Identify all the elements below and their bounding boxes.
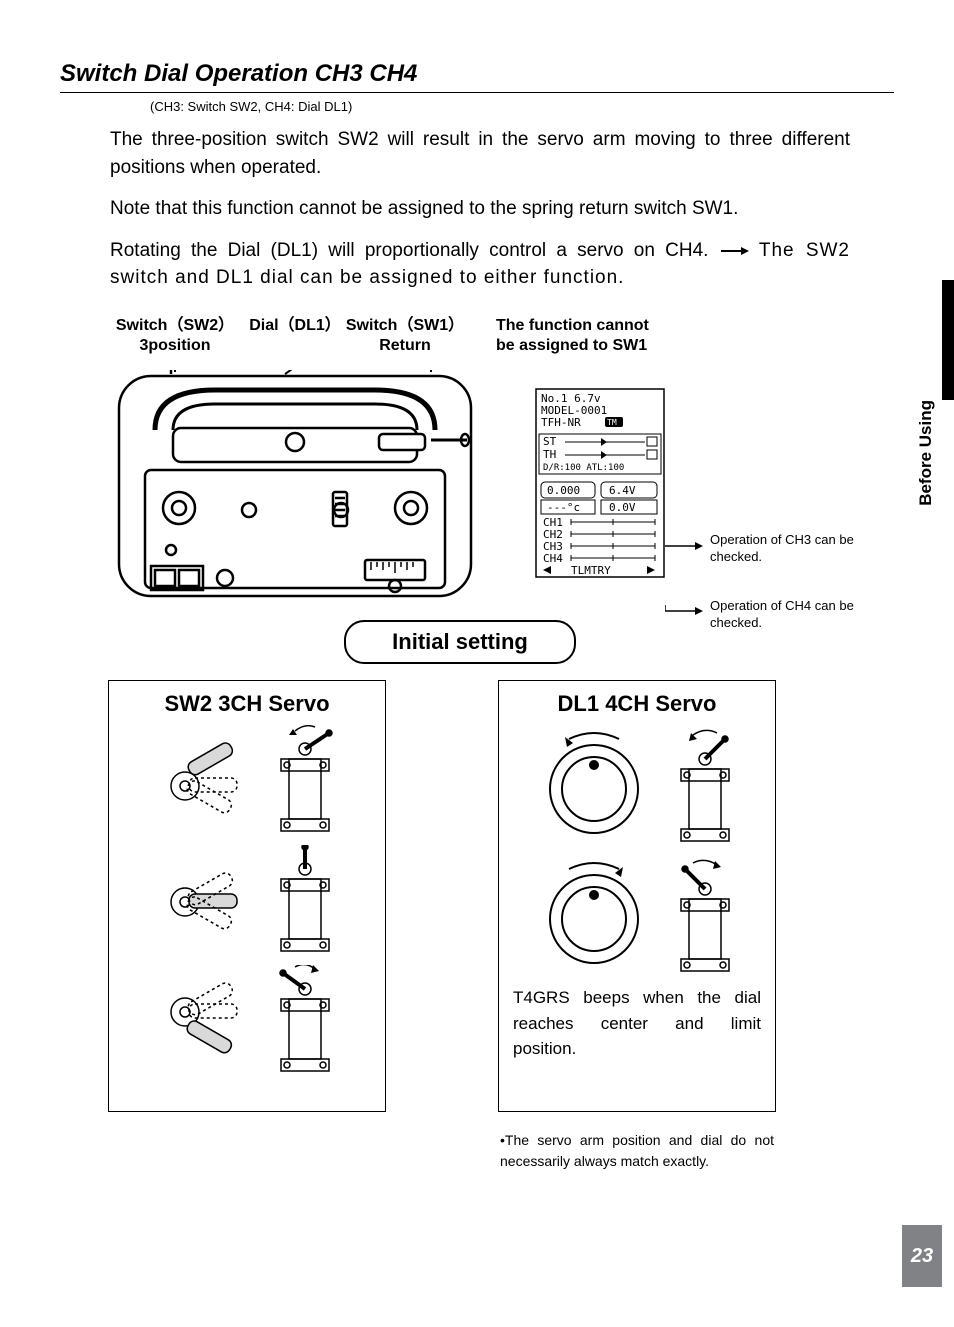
lcd-screen: No.1 6.7v MODEL-0001 TFH-NR TM ST TH D/R…: [535, 388, 665, 578]
transmitter-illustration: [115, 370, 475, 602]
switch-pos2-icon: [159, 850, 249, 950]
dial-cw-icon: [539, 855, 649, 975]
sw2-box-title: SW2 3CH Servo: [123, 691, 371, 717]
dial-ccw-icon: [539, 725, 649, 845]
dl1-row-2: [513, 855, 761, 975]
sw2-servo-box: SW2 3CH Servo: [108, 680, 386, 1112]
servo-cw-icon: [675, 855, 735, 975]
note-ch3: Operation of CH3 can be checked.: [710, 532, 870, 566]
label-dl1-text: Dial（DL1）: [249, 317, 341, 334]
paragraph-2: Note that this function cannot be assign…: [110, 195, 850, 223]
sw2-row-2: [123, 845, 371, 955]
lcd-volt-b: 6.4V: [609, 484, 636, 497]
lcd-th: TH: [543, 448, 556, 461]
label-sw1-line1: Switch（SW1）: [346, 317, 464, 334]
side-tab-bar: [942, 280, 954, 400]
lcd-line3: TFH-NR: [541, 416, 581, 429]
dl1-row-1: [513, 725, 761, 845]
paragraph-1: The three-position switch SW2 will resul…: [110, 126, 850, 181]
label-sw2-line1: Switch（SW2）: [116, 317, 234, 334]
side-section-label: Before Using: [916, 400, 936, 506]
label-cannot-line1: The function cannot: [496, 317, 649, 334]
paragraph-3a: Rotating the Dial (DL1) will proportiona…: [110, 240, 719, 261]
dl1-box-title: DL1 4CH Servo: [513, 691, 761, 717]
label-sw1: Switch（SW1） Return: [330, 316, 480, 356]
lcd-tlm: TLMTRY: [571, 564, 611, 577]
label-sw1-line2: Return: [379, 337, 431, 354]
servo-ccw-icon: [675, 725, 735, 845]
lcd-temp-b: 0.0V: [609, 501, 636, 514]
svg-text:TM: TM: [607, 418, 617, 427]
lcd-ch4: CH4: [543, 552, 563, 565]
label-cannot: The function cannot be assigned to SW1: [496, 316, 706, 356]
beep-note: T4GRS beeps when the dial reaches center…: [513, 985, 761, 1062]
page-number-tab: 23: [902, 1225, 942, 1287]
section-title: Switch Dial Operation CH3 CH4: [60, 60, 894, 93]
switch-pos3-icon: [159, 970, 249, 1070]
note-ch4: Operation of CH4 can be checked.: [710, 598, 870, 632]
sw2-row-1: [123, 725, 371, 835]
dl1-servo-box: DL1 4CH Servo T4GRS beeps when the dial …: [498, 680, 776, 1112]
lcd-temp-a: ---°c: [547, 501, 580, 514]
label-sw2-line2: 3position: [139, 337, 210, 354]
lcd-dr: D/R:100 ATL:100: [543, 463, 624, 473]
label-sw2: Switch（SW2） 3position: [100, 316, 250, 356]
switch-pos1-icon: [159, 730, 249, 830]
arrow-ch3-icon: [665, 540, 705, 552]
lcd-st: ST: [543, 435, 557, 448]
servo-pos3-icon: [275, 965, 335, 1075]
sw2-row-3: [123, 965, 371, 1075]
paragraph-3: Rotating the Dial (DL1) will proportiona…: [110, 237, 850, 292]
label-cannot-line2: be assigned to SW1: [496, 337, 647, 354]
servo-pos2-icon: [275, 845, 335, 955]
initial-setting-box: Initial setting: [344, 620, 576, 664]
lcd-volt-a: 0.000: [547, 484, 580, 497]
footnote: •The servo arm position and dial do not …: [500, 1130, 774, 1172]
arrow-ch4-icon: [665, 605, 705, 665]
section-subnote: (CH3: Switch SW2, CH4: Dial DL1): [150, 99, 894, 114]
servo-pos1-icon: [275, 725, 335, 835]
arrow-right-icon: [719, 245, 749, 257]
